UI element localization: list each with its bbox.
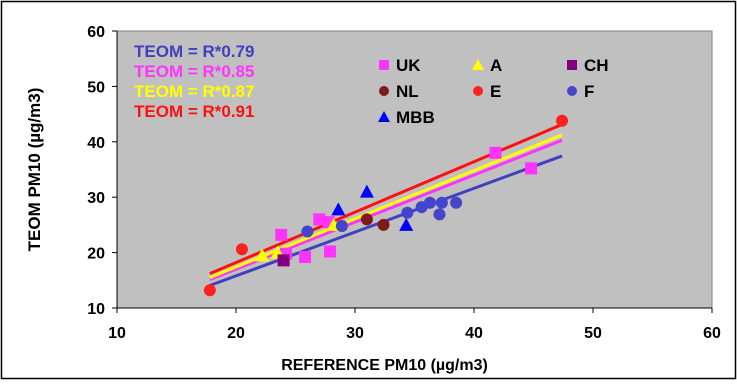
fit-line [209,123,563,276]
data-point-e [556,114,569,127]
plot-area [116,30,713,309]
data-point-nl [377,218,390,231]
legend-marker-ch [567,60,577,70]
series-legend: UK A CH NL E F MBB [378,56,609,127]
legend-label-ch: CH [584,56,609,75]
y-tick-label: 40 [87,135,105,152]
data-point-a [255,248,270,262]
data-point-f [423,196,436,209]
data-point-f [433,208,446,221]
legend-label-mbb: MBB [396,108,435,127]
equation-label: TEOM = R*0.79 [134,42,254,61]
x-axis-label: REFERENCE PM10 (µg/m3) [281,357,488,374]
y-tick-label: 60 [87,24,105,41]
legend-label-e: E [490,82,501,101]
y-tick-label: 10 [87,301,105,318]
x-tick-label: 50 [584,325,602,342]
data-point-uk [489,146,502,159]
legend-marker-f [567,86,577,96]
legend-marker-uk [379,60,389,70]
legend-label-nl: NL [396,82,419,101]
legend-marker-a [472,59,484,70]
y-tick-label: 30 [87,190,105,207]
data-point-f [435,196,448,209]
x-tick-label: 10 [108,325,126,342]
legend-label-a: A [490,56,502,75]
data-point-mbb [331,202,346,216]
x-tick-label: 40 [465,325,483,342]
equation-label: TEOM = R*0.87 [134,82,254,101]
legend-label-f: F [584,82,594,101]
legend-marker-e [473,86,483,96]
data-point-uk [324,245,337,258]
legend-marker-mbb [378,111,390,122]
fit-line [209,133,563,279]
data-point-e [235,243,248,256]
data-point-f [401,206,414,219]
data-point-f [301,225,314,238]
data-point-nl [360,213,373,226]
data-point-e [203,284,216,297]
data-point-mbb [399,217,414,231]
data-point-uk [525,162,538,175]
equation-label: TEOM = R*0.91 [134,102,254,121]
x-tick-label: 60 [703,325,721,342]
equation-label: TEOM = R*0.85 [134,62,254,81]
y-tick-label: 50 [87,79,105,96]
data-point-f [450,196,463,209]
x-tick-label: 20 [227,325,245,342]
y-tick-label: 20 [87,246,105,263]
data-point-uk [275,228,288,241]
legend-label-uk: UK [396,56,421,75]
data-point-ch [277,254,290,267]
data-point-uk [313,213,326,226]
data-point-uk [299,251,312,264]
y-axis-label: TEOM PM10 (µg/m3) [25,88,44,252]
axes-layer: 10 20 30 40 50 60 10 20 30 40 50 60 [87,24,721,342]
fit-line [209,138,563,281]
data-point-f [335,220,348,233]
legend-marker-nl [379,86,389,96]
data-point-mbb [359,184,374,198]
points-layer [203,114,569,297]
x-tick-label: 30 [346,325,364,342]
